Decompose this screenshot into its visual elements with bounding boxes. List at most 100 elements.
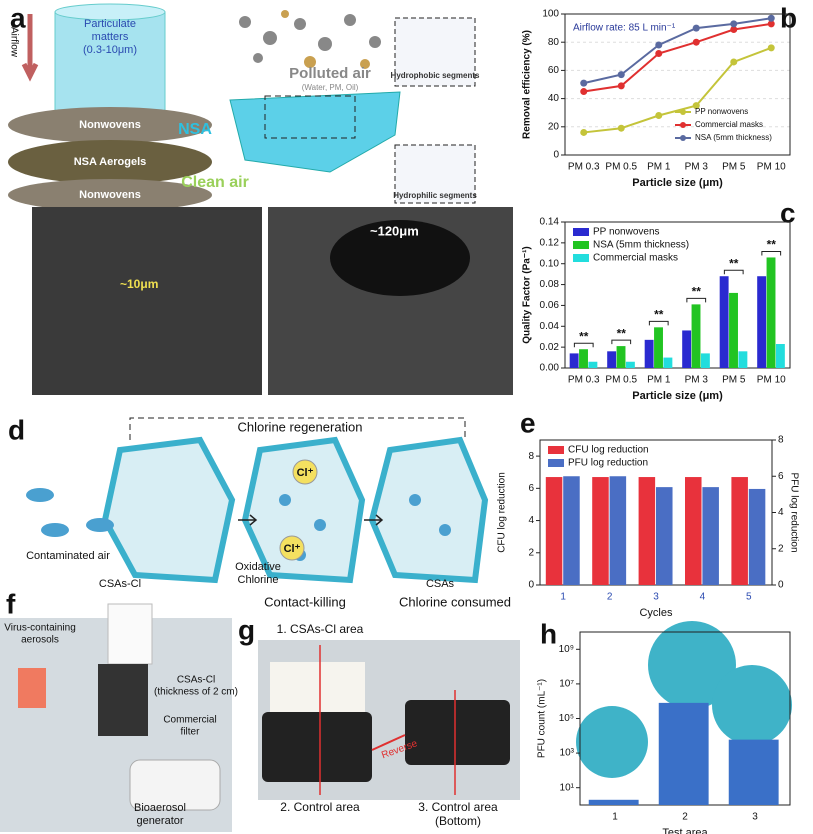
area-label: (Bottom) (435, 814, 481, 828)
layer (8, 179, 212, 211)
series-line (583, 46, 772, 134)
y-tick-label: 0.04 (540, 321, 560, 332)
x-tick-label: PM 0.5 (605, 162, 637, 173)
generator-label: generator (136, 815, 183, 827)
legend-swatch (573, 254, 589, 262)
csas-block (107, 603, 153, 665)
y-tick-label: 0.06 (540, 300, 560, 311)
x-tick-label: 5 (746, 592, 752, 603)
plot-frame (564, 13, 791, 156)
significance: ** (692, 285, 702, 299)
x-tick-label: PM 10 (757, 375, 786, 386)
significance: ** (617, 326, 627, 340)
y-tick-label: 4 (528, 515, 534, 526)
x-tick-label: 2 (682, 812, 688, 823)
aerosols-label: Virus-containing (4, 623, 76, 634)
bar (729, 292, 738, 368)
y-tick-label: 10¹ (560, 782, 575, 793)
droplets (239, 10, 381, 69)
layer-label: Nonwovens (79, 119, 141, 131)
cylinder (54, 11, 166, 113)
y-tick-label: 2 (528, 547, 534, 558)
legend-label: CFU log reduction (568, 445, 649, 456)
point (692, 38, 700, 46)
y-tick-label: 60 (548, 65, 560, 76)
generator (129, 759, 221, 811)
bar (685, 477, 702, 585)
cells (101, 436, 489, 584)
polluted-note: (Water, PM, Oil) (302, 83, 359, 92)
y-axis-title: Removal efficiency (%) (522, 30, 533, 139)
x-tick-label: PM 0.3 (568, 162, 600, 173)
x-tick-label: 1 (612, 812, 618, 823)
oxidative-label: Chlorine (238, 574, 279, 586)
y-tick-label: 0.14 (540, 217, 560, 228)
hydrophobic-label: Hydrophobic segments (391, 71, 480, 80)
nebulizer (18, 668, 46, 708)
bar (563, 476, 580, 585)
regeneration-label: Chlorine regeneration (237, 419, 362, 434)
polluted-air: Polluted air (289, 65, 371, 82)
area-label: 3. Control area (418, 800, 498, 814)
cl-label: Cl⁺ (297, 467, 314, 479)
airflow-label: Airflow (8, 27, 19, 58)
x-tick-label: 1 (560, 592, 566, 603)
y-tick-label: 10⁷ (559, 679, 574, 690)
contaminated-label: Contaminated air (26, 550, 110, 562)
cl-circle (279, 535, 305, 561)
nsa-label: NSA (178, 121, 212, 138)
significance: ** (767, 238, 777, 252)
y-tick-label: 6 (778, 471, 784, 482)
y2-axis-title: PFU log reduction (788, 472, 799, 552)
panel-letter: f (6, 588, 16, 619)
oxidative-label: Oxidative (235, 561, 281, 573)
x-tick-label: PM 5 (722, 162, 746, 173)
area-label: 1. CSAs-Cl area (277, 622, 364, 636)
bar (588, 361, 598, 368)
clean-air-label: Clean air (181, 174, 249, 191)
airflow-arrow (21, 14, 39, 82)
bar (663, 357, 673, 368)
legend-label: NSA (5mm thickness) (695, 133, 772, 142)
layer (8, 140, 212, 184)
legend-swatch (680, 109, 686, 115)
y-tick-label: 20 (548, 121, 560, 132)
x-tick-label: PM 10 (757, 162, 786, 173)
x-tick-label: PM 0.5 (605, 375, 637, 386)
area-lines (319, 645, 456, 795)
particulate-label: matters (92, 31, 129, 43)
y-tick-label: 2 (778, 543, 784, 554)
legend-label: Commercial masks (593, 253, 678, 264)
y-tick-label: 0 (778, 580, 784, 591)
x-axis-title: Cycles (639, 607, 673, 619)
bracket (761, 250, 782, 256)
bracket (573, 342, 594, 348)
bar (654, 327, 663, 368)
y-tick-label: 8 (528, 451, 534, 462)
bar (719, 276, 729, 368)
dish (712, 665, 792, 745)
point (655, 49, 663, 57)
point (617, 82, 625, 90)
plot-frame (564, 221, 791, 369)
panel-letter: g (238, 614, 255, 645)
area-label: 2. Control area (280, 800, 360, 814)
panel-letter: c (780, 197, 796, 228)
significance: ** (729, 256, 739, 270)
y-tick-label: 0.00 (540, 363, 560, 374)
csas-cl-label: CSAs-Cl (177, 675, 215, 686)
regeneration-bracket (129, 417, 466, 440)
point (767, 14, 775, 22)
y-axis-title: CFU log reduction (497, 472, 508, 553)
legend-label: PFU log reduction (568, 458, 648, 469)
y-tick-label: 0.02 (540, 342, 560, 353)
microbes (26, 488, 451, 561)
x-tick-label: PM 1 (647, 375, 671, 386)
particulate-label: Particulate (84, 18, 136, 30)
cl-circle (292, 459, 318, 485)
bracket (686, 297, 707, 303)
x-tick-label: PM 0.3 (568, 375, 600, 386)
panel-letter: e (520, 407, 536, 438)
y-tick-label: 0 (528, 580, 534, 591)
bar (728, 739, 779, 805)
